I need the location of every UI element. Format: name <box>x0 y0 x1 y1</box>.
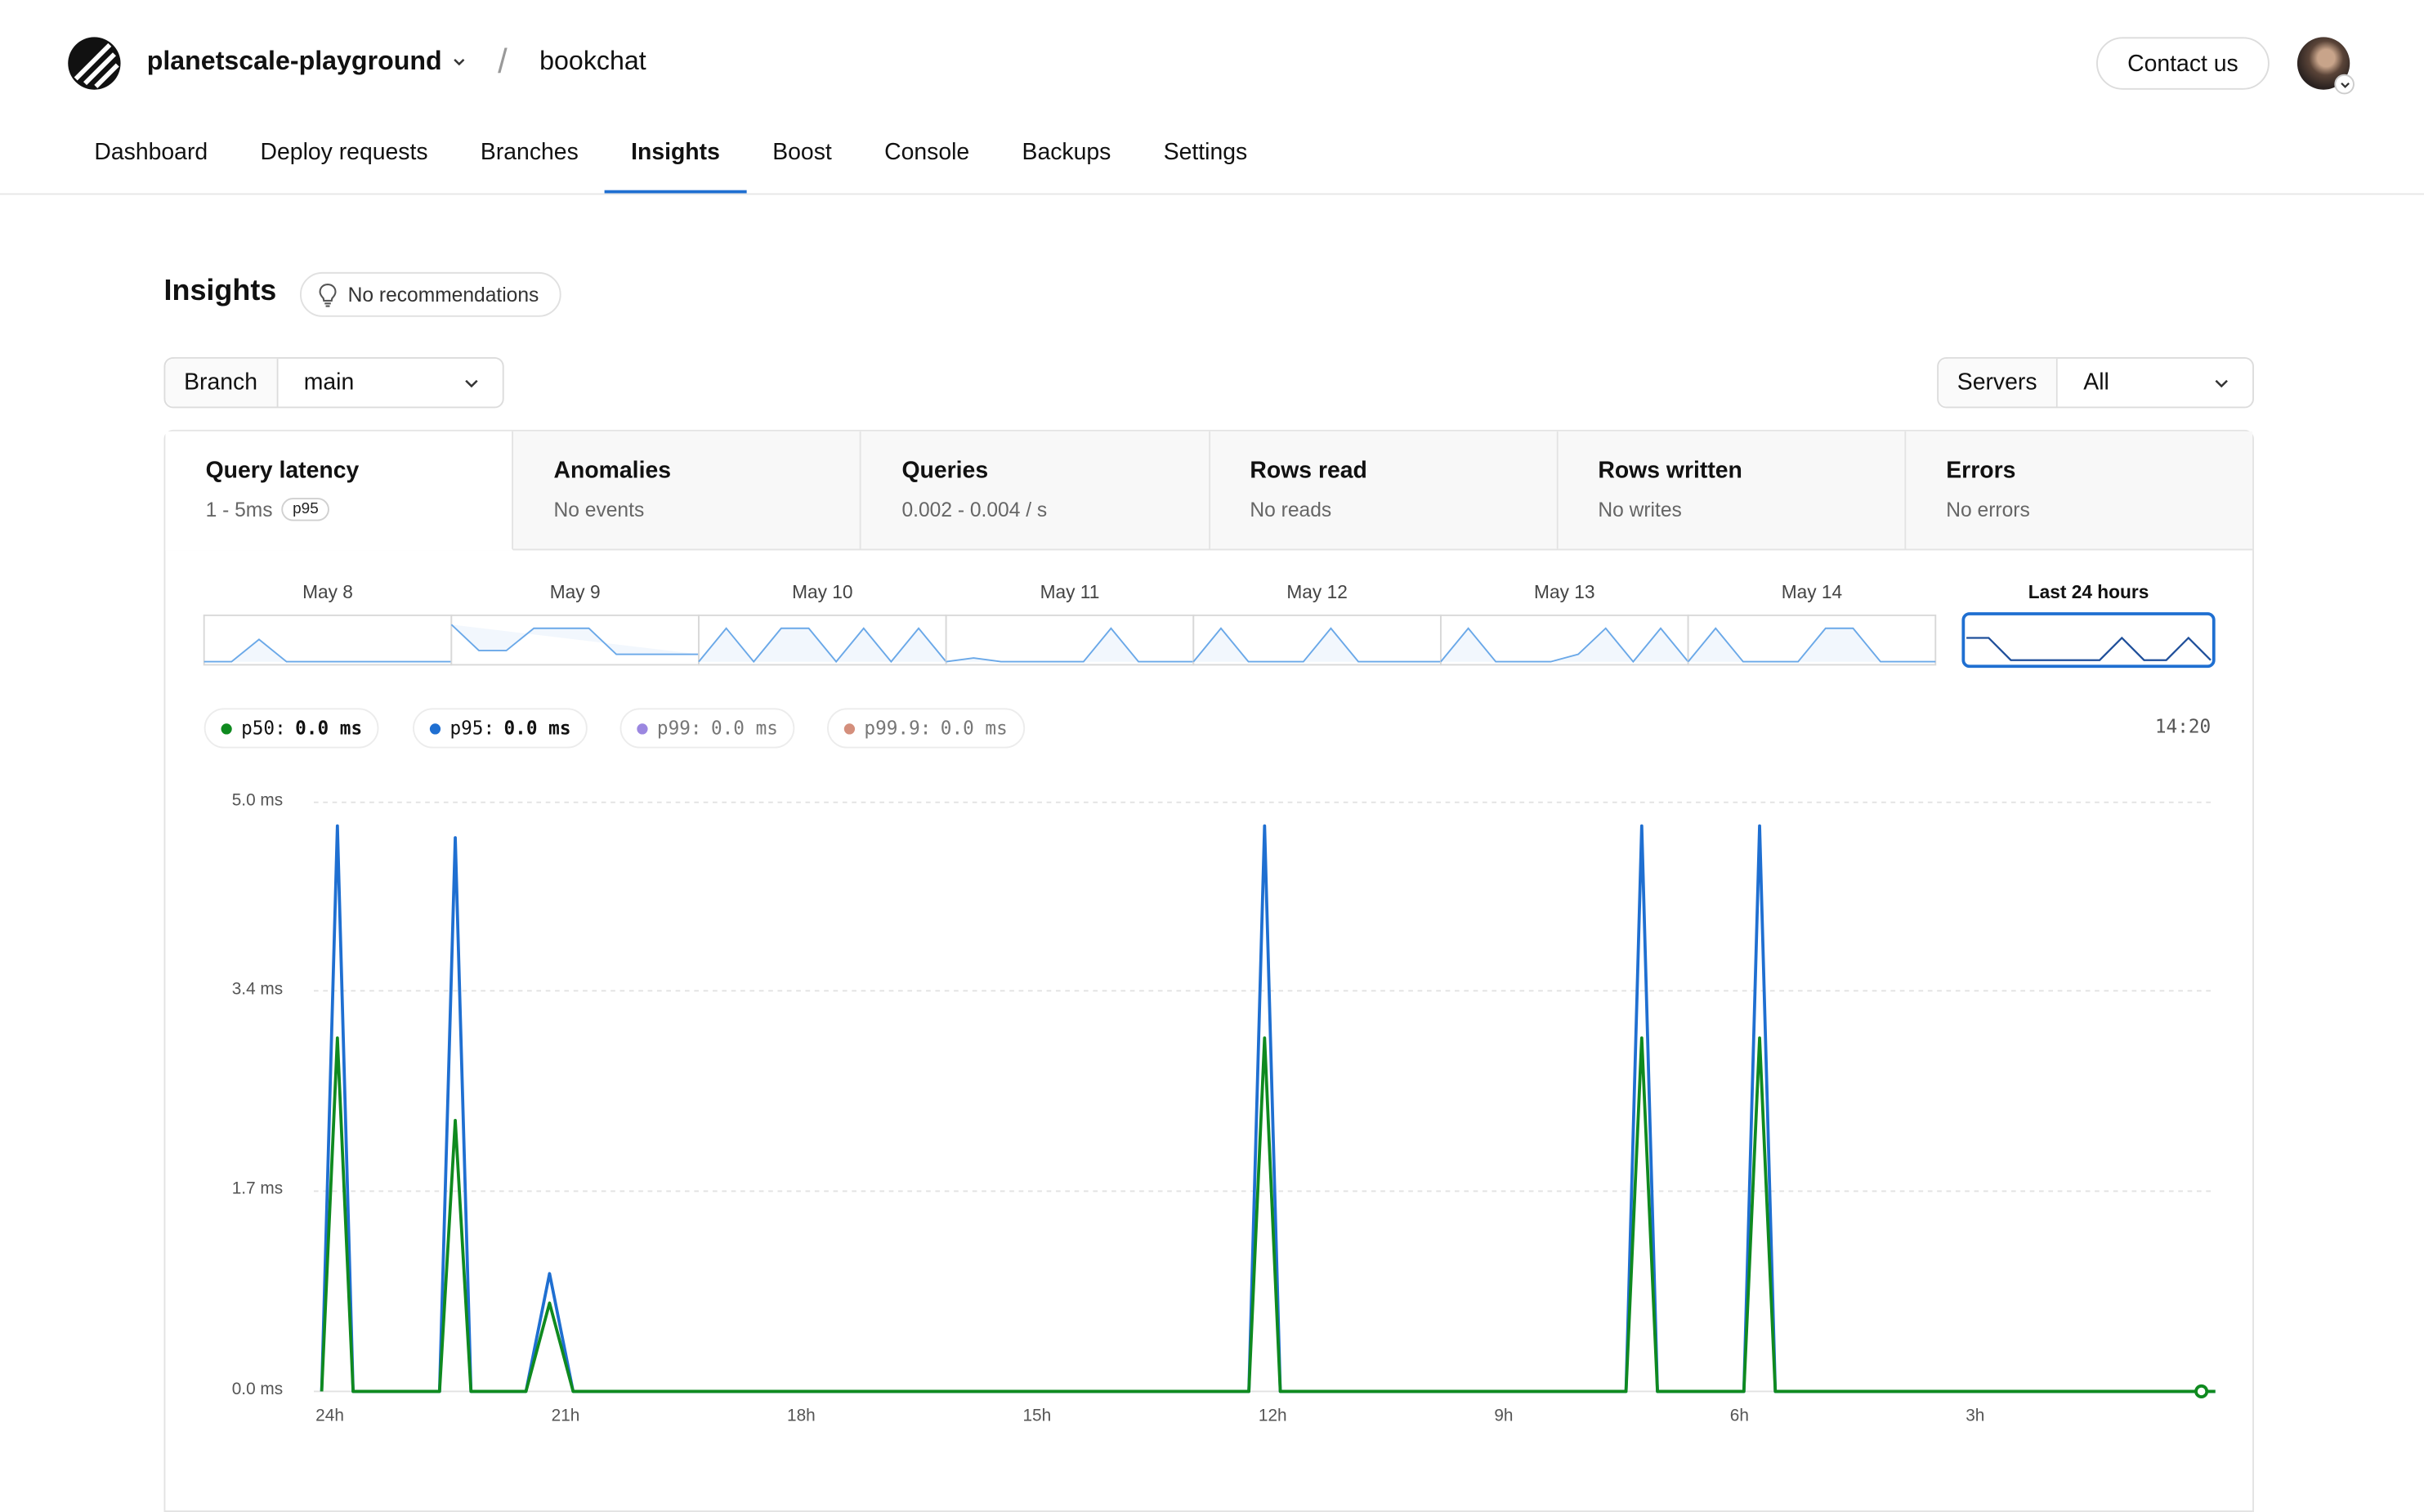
metric-title: Rows written <box>1598 457 1742 485</box>
tab-boost[interactable]: Boost <box>772 139 832 166</box>
recommendations-badge[interactable]: No recommendations <box>299 271 561 317</box>
x-tick-label: 21h <box>551 1407 580 1426</box>
y-tick-label: 1.7 ms <box>231 1180 284 1199</box>
day-label[interactable]: May 9 <box>549 581 601 603</box>
y-tick-label: 5.0 ms <box>231 791 284 811</box>
top-header: planetscale-playground / bookchat Contac… <box>0 0 2424 195</box>
legend-value: 0.0 ms <box>940 717 1008 740</box>
branch-select-label: Branch <box>165 358 278 407</box>
day-label[interactable]: May 12 <box>1286 581 1348 603</box>
legend-value: 0.0 ms <box>710 717 778 740</box>
branch-select-value[interactable]: main <box>278 359 503 407</box>
legend-label: p99: <box>656 717 702 740</box>
metric-tab-rows-read[interactable]: Rows read No reads <box>1210 431 1559 549</box>
tab-dashboard[interactable]: Dashboard <box>94 139 208 166</box>
page-title: Insights <box>163 275 277 308</box>
chevron-down-icon <box>465 378 478 387</box>
tab-insights[interactable]: Insights <box>604 123 746 194</box>
day-label[interactable]: May 11 <box>1040 581 1100 603</box>
legend-p99[interactable]: p99: 0.0 ms <box>619 708 795 749</box>
database-nav: Dashboard Deploy requests Branches Insights… <box>68 123 1273 194</box>
metric-subtitle-row: 1 - 5ms p95 <box>206 498 512 521</box>
servers-select-label: Servers <box>1939 358 2058 407</box>
legend-label: p50: <box>241 717 286 740</box>
metric-title: Query latency <box>205 457 360 485</box>
metric-title: Rows read <box>1250 457 1367 485</box>
contact-us-button[interactable]: Contact us <box>2096 37 2270 90</box>
metric-tab-anomalies[interactable]: Anomalies No events <box>513 431 862 549</box>
legend-value: 0.0 ms <box>503 717 571 740</box>
metric-subtitle: No writes <box>1598 498 1682 521</box>
x-tick-label: 15h <box>1022 1407 1052 1426</box>
chevron-down-icon <box>453 58 465 66</box>
last-24-hours-label[interactable]: Last 24 hours <box>2028 581 2149 603</box>
legend-dot <box>429 722 441 734</box>
legend-p99-9[interactable]: p99.9: 0.0 ms <box>827 708 1025 749</box>
metric-title: Errors <box>1946 457 2016 485</box>
servers-select-value[interactable]: All <box>2057 359 2252 407</box>
metric-subtitle-row: No reads <box>1250 498 1556 521</box>
metric-subtitle: No reads <box>1250 498 1332 521</box>
series-line-p50 <box>320 1036 2216 1393</box>
breadcrumb-separator: / <box>498 42 508 81</box>
legend-label: p95: <box>449 717 495 740</box>
x-tick-label: 18h <box>787 1407 816 1426</box>
lightbulb-icon <box>319 283 337 306</box>
org-switcher[interactable]: planetscale-playground <box>147 47 467 78</box>
legend-label: p99.9: <box>864 717 932 740</box>
day-label[interactable]: May 13 <box>1534 581 1595 603</box>
servers-value: All <box>2083 369 2109 396</box>
x-tick-label: 3h <box>1966 1407 1985 1426</box>
metric-subtitle-row: No events <box>554 498 861 521</box>
tab-branches[interactable]: Branches <box>480 139 579 166</box>
metric-subtitle: 1 - 5ms <box>205 498 273 521</box>
legend-dot <box>221 722 232 734</box>
branch-value: main <box>303 369 355 396</box>
legend-p50[interactable]: p50: 0.0 ms <box>203 708 379 749</box>
metric-subtitle: No events <box>553 498 645 521</box>
cursor-point-marker <box>2194 1384 2209 1398</box>
legend-value: 0.0 ms <box>295 717 363 740</box>
legend-dot <box>637 722 648 734</box>
metric-tab-queries[interactable]: Queries 0.002 - 0.004 / s <box>861 431 1210 549</box>
metric-tabs: Query latency 1 - 5ms p95 Anomalies No event… <box>165 431 2253 551</box>
metric-tab-rows-written[interactable]: Rows written No writes <box>1558 431 1907 549</box>
chevron-down-icon <box>2215 378 2228 387</box>
servers-select[interactable]: Servers All <box>1937 356 2254 409</box>
legend-dot <box>843 722 856 734</box>
tab-settings[interactable]: Settings <box>1163 139 1248 166</box>
percentile-badge[interactable]: p95 <box>281 498 329 521</box>
y-tick-label: 3.4 ms <box>231 980 284 999</box>
x-tick-label: 6h <box>1729 1407 1749 1426</box>
planetscale-logo-icon[interactable] <box>66 36 122 92</box>
cursor-time: 14:20 <box>2154 715 2212 738</box>
branch-select[interactable]: Branch main <box>163 356 504 409</box>
metric-title: Queries <box>901 457 989 485</box>
chevron-down-icon[interactable] <box>2334 74 2355 95</box>
tab-console[interactable]: Console <box>884 139 970 166</box>
tab-deploy-requests[interactable]: Deploy requests <box>260 139 428 166</box>
y-tick-label: 0.0 ms <box>231 1380 284 1399</box>
day-label[interactable]: May 10 <box>792 581 853 603</box>
metric-subtitle-row: No writes <box>1598 498 1904 521</box>
metric-tab-errors[interactable]: Errors No errors <box>1906 431 2253 549</box>
metric-tab-query-latency[interactable]: Query latency 1 - 5ms p95 <box>165 431 514 551</box>
day-label[interactable]: May 14 <box>1781 581 1843 603</box>
x-tick-label: 12h <box>1258 1407 1287 1426</box>
x-tick-label: 9h <box>1494 1407 1514 1426</box>
insights-panel: Query latency 1 - 5ms p95 Anomalies No event… <box>163 429 2254 1512</box>
x-tick-label: 24h <box>315 1407 344 1426</box>
org-name: planetscale-playground <box>146 46 442 76</box>
metric-subtitle-row: 0.002 - 0.004 / s <box>901 498 1208 521</box>
metric-subtitle-row: No errors <box>1946 498 2252 521</box>
metric-subtitle: 0.002 - 0.004 / s <box>901 498 1048 521</box>
day-label[interactable]: May 8 <box>302 581 353 603</box>
legend-p95[interactable]: p95: 0.0 ms <box>413 708 588 749</box>
recommendations-label: No recommendations <box>347 283 539 306</box>
database-name[interactable]: bookchat <box>539 46 646 76</box>
metric-title: Anomalies <box>553 457 672 485</box>
tab-backups[interactable]: Backups <box>1022 139 1111 166</box>
metric-subtitle: No errors <box>1946 498 2030 521</box>
